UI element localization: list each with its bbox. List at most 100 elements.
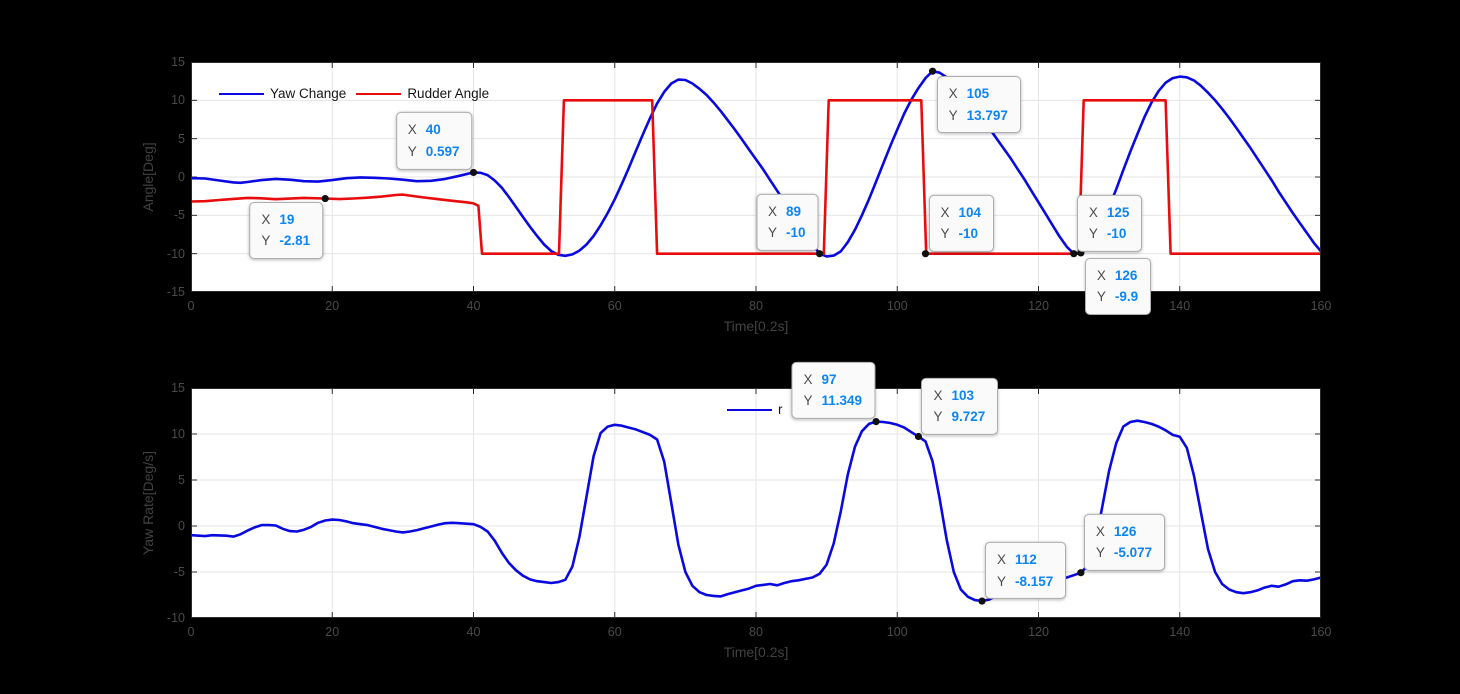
x-tick-label: 100 <box>886 625 908 639</box>
y-tick-label: 15 <box>171 381 185 395</box>
datatip[interactable]: X 19 Y -2.81 <box>249 201 324 259</box>
datatip-value: -10 <box>786 225 806 241</box>
legend-item[interactable]: Rudder Angle <box>356 86 489 101</box>
datatip-axis-letter: Y <box>940 226 950 242</box>
plot-canvas[interactable] <box>191 62 1321 292</box>
datatip-value: 11.349 <box>821 392 863 408</box>
legend-label: Yaw Change <box>270 86 347 101</box>
datatip-axis-letter: X <box>933 387 943 403</box>
datatip-axis-letter: X <box>1096 267 1106 283</box>
datatip-axis-letter: Y <box>1096 289 1106 305</box>
y-tick-label: 15 <box>171 55 185 69</box>
y-tick-label: 5 <box>178 131 185 146</box>
datatip-value: 97 <box>821 371 837 387</box>
x-tick-label: 160 <box>1310 299 1332 313</box>
legend-label: r <box>778 402 783 417</box>
datatip[interactable]: X 126 Y -5.077 <box>1083 513 1166 571</box>
datatip-axis-letter: X <box>940 204 950 220</box>
x-tick-label: 140 <box>1169 625 1191 639</box>
y-tick-label: 0 <box>178 170 185 184</box>
datatip-value: 125 <box>1106 204 1130 220</box>
datatip-value: -2.81 <box>279 233 311 249</box>
x-tick-label: 60 <box>607 625 622 639</box>
datatip-axis-letter: X <box>1095 523 1105 539</box>
bottom-y-axis-label: Yaw Rate[Deg/s] <box>140 450 156 556</box>
datatip[interactable]: X 104 Y -10 <box>928 194 995 252</box>
x-tick-label: 0 <box>187 299 195 313</box>
x-tick-label: 160 <box>1310 625 1332 639</box>
x-tick-label: 80 <box>749 625 763 639</box>
x-tick-label: 140 <box>1169 299 1191 313</box>
datatip-axis-letter: X <box>948 86 958 102</box>
datatip-value: 89 <box>786 203 802 219</box>
y-tick-label: 10 <box>171 93 185 108</box>
legend-line-sample <box>356 92 402 95</box>
bottom-plot-area[interactable] <box>191 388 1321 618</box>
datatip-axis-letter: Y <box>803 392 813 408</box>
datatip[interactable]: X 112 Y -8.157 <box>985 541 1067 600</box>
legend-label: Rudder Angle <box>407 86 490 101</box>
y-tick-label: -10 <box>166 246 185 261</box>
datatip[interactable]: X 97 Y 11.349 <box>791 361 876 419</box>
datatip-value: 105 <box>966 86 990 102</box>
datatip-axis-letter: Y <box>768 225 778 241</box>
y-tick-label: -15 <box>166 285 185 299</box>
datatip-value: -5.077 <box>1113 545 1153 561</box>
datatip[interactable]: X 40 Y 0.597 <box>395 112 473 170</box>
datatip[interactable]: X 103 Y 9.727 <box>921 377 999 435</box>
top-plot-area[interactable] <box>191 62 1321 292</box>
datatip[interactable]: X 105 Y 13.797 <box>936 76 1021 134</box>
x-tick-label: 40 <box>466 299 481 313</box>
y-tick-label: 10 <box>171 427 185 441</box>
top-plot-legend: Yaw Change Rudder Angle <box>219 86 489 101</box>
datatip-axis-letter: X <box>261 211 271 227</box>
datatip-axis-letter: X <box>768 203 778 219</box>
datatip[interactable]: X 126 Y -9.9 <box>1084 257 1152 316</box>
datatip-axis-letter: X <box>803 371 813 387</box>
bottom-plot-legend: r <box>727 402 783 417</box>
y-tick-label: -5 <box>173 565 185 579</box>
datatip-value: 126 <box>1113 523 1137 539</box>
datatip-value: -8.157 <box>1015 573 1054 589</box>
datatip-axis-letter: X <box>407 122 417 138</box>
x-tick-label: 20 <box>325 625 340 639</box>
datatip[interactable]: X 125 Y -10 <box>1076 194 1143 252</box>
datatip-value: 19 <box>279 211 295 227</box>
datatip-axis-letter: Y <box>1095 545 1105 561</box>
x-tick-label: 100 <box>886 299 908 313</box>
x-tick-label: 80 <box>749 299 763 313</box>
datatip-value: 13.797 <box>966 107 1008 123</box>
datatip-value: -10 <box>958 226 979 242</box>
datatip-axis-letter: X <box>1088 204 1098 220</box>
datatip-value: -9.9 <box>1114 289 1139 305</box>
datatip-axis-letter: Y <box>997 573 1007 589</box>
y-tick-label: -10 <box>166 611 185 625</box>
plot-canvas[interactable] <box>191 388 1321 618</box>
x-tick-label: 20 <box>325 299 340 313</box>
y-tick-label: -5 <box>173 208 185 223</box>
x-tick-label: 120 <box>1028 299 1049 313</box>
datatip-value: 9.727 <box>951 408 986 424</box>
legend-line-sample <box>727 408 772 411</box>
bottom-x-axis-label: Time[0.2s] <box>723 644 789 660</box>
datatip-axis-letter: Y <box>261 233 271 249</box>
datatip-axis-letter: X <box>997 551 1007 567</box>
x-tick-label: 40 <box>466 625 481 639</box>
y-tick-label: 5 <box>178 473 185 487</box>
top-x-axis-label: Time[0.2s] <box>723 318 789 334</box>
datatip-value: 112 <box>1015 551 1037 567</box>
datatip-axis-letter: Y <box>933 408 943 424</box>
legend-line-sample <box>219 92 264 95</box>
legend-item[interactable]: r <box>727 402 783 417</box>
datatip-value: 104 <box>958 204 982 220</box>
datatip-axis-letter: Y <box>1088 226 1098 242</box>
datatip-value: 103 <box>951 387 974 403</box>
datatip[interactable]: X 89 Y -10 <box>756 193 819 251</box>
datatip-value: 0.597 <box>425 143 460 159</box>
datatip-value: -10 <box>1106 226 1127 242</box>
datatip-axis-letter: Y <box>407 143 417 159</box>
datatip-value: 40 <box>425 122 441 138</box>
datatip-value: 126 <box>1114 267 1138 283</box>
legend-item[interactable]: Yaw Change <box>219 86 346 101</box>
